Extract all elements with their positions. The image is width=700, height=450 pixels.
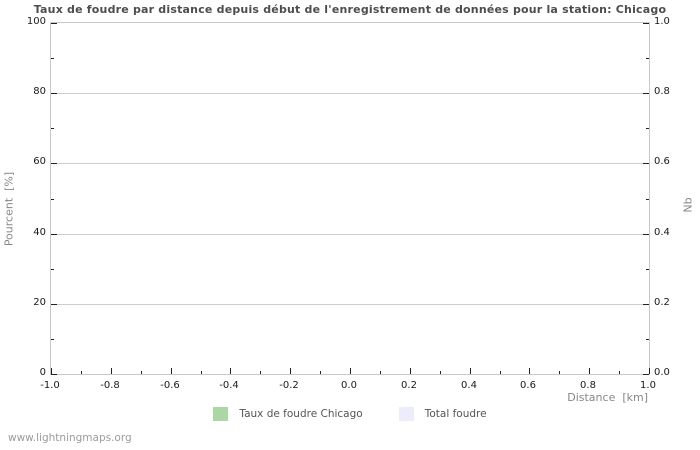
y-tick-minor-left xyxy=(51,58,54,59)
x-tick-major xyxy=(350,368,351,374)
legend-item: Total foudre xyxy=(398,407,487,421)
y-tick-major-left xyxy=(51,304,57,305)
y-tick-minor-left xyxy=(51,128,54,129)
y-tick-minor-left xyxy=(51,269,54,270)
y-tick-minor-right xyxy=(646,58,649,59)
x-tick-minor xyxy=(559,371,560,374)
x-tick-minor xyxy=(260,371,261,374)
x-tick-label: 0.2 xyxy=(401,380,417,391)
gridline xyxy=(51,93,649,94)
y-tick-label-left: 0 xyxy=(39,367,46,378)
x-tick-label: -0.8 xyxy=(100,380,120,391)
y-tick-label-right: 0.2 xyxy=(654,297,670,308)
y-tick-major-right xyxy=(643,163,649,164)
y-tick-label-right: 0.8 xyxy=(654,86,670,97)
gridline xyxy=(51,163,649,164)
legend-swatch xyxy=(213,407,229,421)
y-tick-label-right: 0.4 xyxy=(654,227,670,238)
y-tick-label-right: 0.6 xyxy=(654,156,670,167)
x-tick-major xyxy=(290,368,291,374)
y-tick-minor-right xyxy=(646,269,649,270)
legend-item: Taux de foudre Chicago xyxy=(213,407,363,421)
y-tick-minor-right xyxy=(646,199,649,200)
gridline xyxy=(51,304,649,305)
y-tick-major-right xyxy=(643,234,649,235)
y-tick-major-right xyxy=(643,93,649,94)
chart-legend: Taux de foudre Chicago Total foudre xyxy=(0,407,700,421)
x-tick-major xyxy=(529,368,530,374)
y-tick-minor-left xyxy=(51,339,54,340)
x-tick-label: 0.4 xyxy=(461,380,477,391)
y-tick-label-left: 60 xyxy=(33,156,46,167)
legend-label: Taux de foudre Chicago xyxy=(239,408,363,420)
watermark-url: www.lightningmaps.org xyxy=(8,432,132,444)
x-tick-minor xyxy=(440,371,441,374)
x-tick-major xyxy=(111,368,112,374)
y-tick-label-left: 100 xyxy=(26,16,46,27)
y-tick-label-left: 80 xyxy=(33,86,46,97)
x-tick-major xyxy=(171,368,172,374)
x-tick-major xyxy=(589,368,590,374)
x-tick-major xyxy=(470,368,471,374)
legend-label: Total foudre xyxy=(424,408,487,420)
y-tick-minor-right xyxy=(646,128,649,129)
x-tick-label: -1.0 xyxy=(40,380,60,391)
x-tick-label: 0.6 xyxy=(520,380,536,391)
y-tick-minor-left xyxy=(51,199,54,200)
x-tick-minor xyxy=(201,371,202,374)
y-tick-major-left xyxy=(51,374,57,375)
y-tick-major-right xyxy=(643,374,649,375)
y-tick-major-left xyxy=(51,93,57,94)
x-tick-major xyxy=(51,368,52,374)
plot-area xyxy=(50,22,650,375)
y-tick-label-left: 40 xyxy=(33,227,46,238)
x-tick-minor xyxy=(81,371,82,374)
x-tick-label: -0.2 xyxy=(279,380,299,391)
y-tick-major-right xyxy=(643,23,649,24)
x-tick-major xyxy=(230,368,231,374)
y-tick-major-right xyxy=(643,304,649,305)
x-axis-label: Distance [km] xyxy=(567,391,648,404)
x-tick-major xyxy=(649,368,650,374)
y-tick-major-left xyxy=(51,23,57,24)
x-tick-label: 1.0 xyxy=(640,380,656,391)
x-tick-label: -0.4 xyxy=(219,380,239,391)
y-tick-label-left: 20 xyxy=(33,297,46,308)
gridline xyxy=(51,234,649,235)
y-axis-label-right: Nb xyxy=(681,197,695,213)
x-tick-major xyxy=(410,368,411,374)
y-tick-major-left xyxy=(51,163,57,164)
y-tick-label-right: 0.0 xyxy=(654,367,670,378)
y-tick-minor-right xyxy=(646,339,649,340)
x-tick-minor xyxy=(141,371,142,374)
chart-title: Taux de foudre par distance depuis début… xyxy=(33,3,667,16)
x-tick-minor xyxy=(320,371,321,374)
x-tick-label: 0.0 xyxy=(341,380,357,391)
y-tick-label-right: 1.0 xyxy=(654,16,670,27)
x-tick-label: -0.6 xyxy=(160,380,180,391)
x-tick-minor xyxy=(380,371,381,374)
legend-swatch xyxy=(398,407,414,421)
x-tick-minor xyxy=(619,371,620,374)
x-tick-minor xyxy=(500,371,501,374)
y-tick-major-left xyxy=(51,234,57,235)
x-tick-label: 0.8 xyxy=(580,380,596,391)
